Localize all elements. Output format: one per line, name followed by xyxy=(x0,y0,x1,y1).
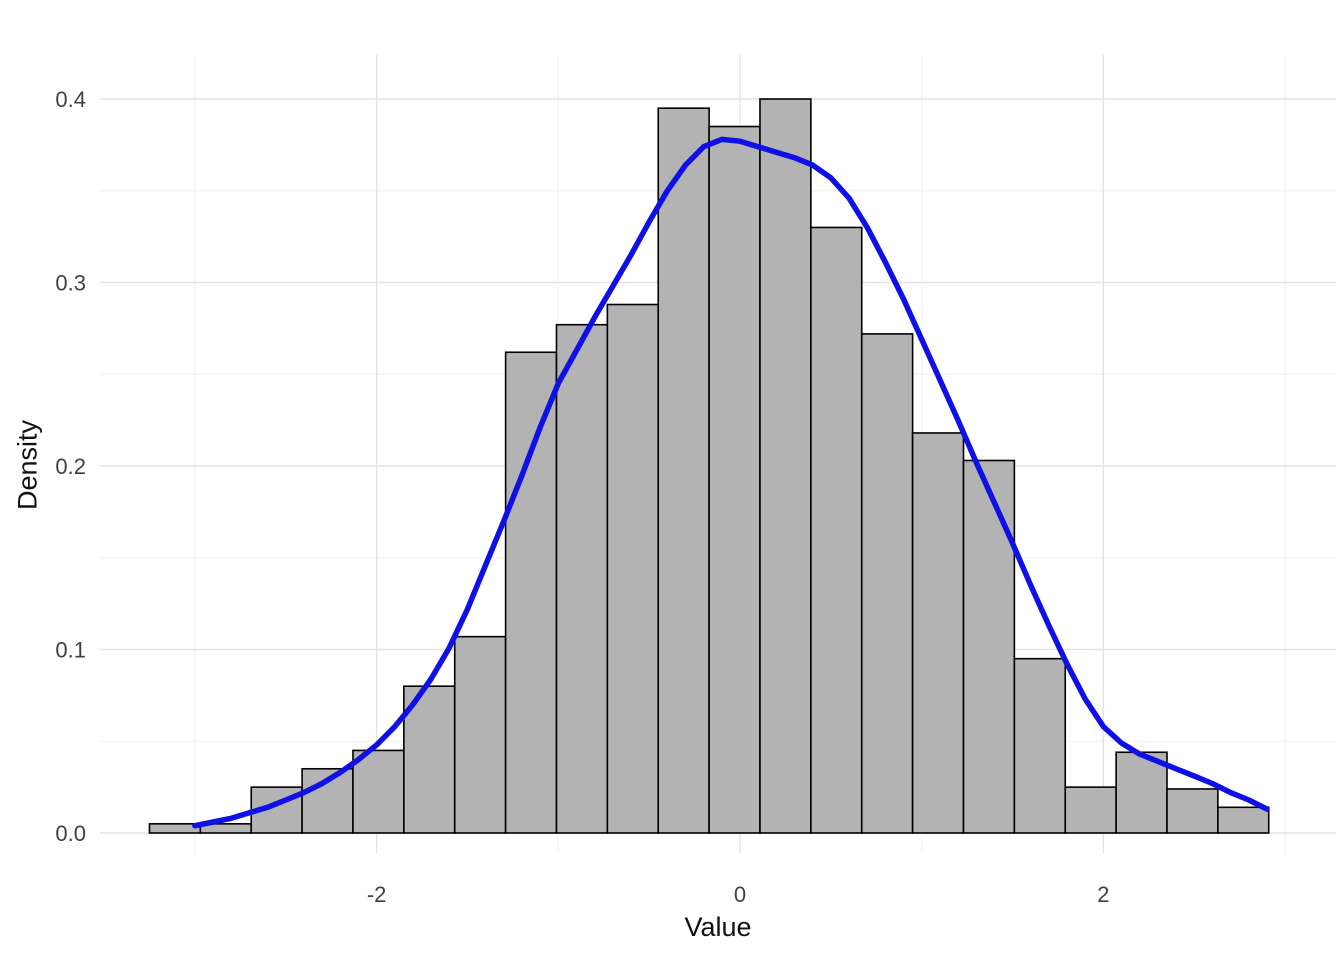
y-axis-title: Density xyxy=(12,419,43,511)
y-tick-label: 0.3 xyxy=(55,271,86,296)
y-tick-label: 0.0 xyxy=(55,821,86,846)
histogram-bar xyxy=(962,459,1016,834)
x-tick-label: 2 xyxy=(1097,882,1109,907)
histogram-bar xyxy=(1064,786,1117,834)
histogram-bar xyxy=(860,333,914,834)
y-tick-label: 0.1 xyxy=(55,638,86,663)
histogram-bar xyxy=(1166,788,1219,834)
histogram-bar xyxy=(810,226,863,834)
histogram-bar xyxy=(555,323,609,834)
histogram-bar xyxy=(657,107,710,834)
histogram-bar xyxy=(453,635,507,834)
x-axis-title: Value xyxy=(684,912,752,942)
histogram-bar xyxy=(1013,657,1067,834)
histogram-bar xyxy=(911,432,965,834)
x-tick-label: -2 xyxy=(367,882,387,907)
histogram-bar xyxy=(606,303,660,834)
histogram-bar xyxy=(504,351,558,834)
density-curve xyxy=(192,136,1270,829)
histogram-bar xyxy=(1217,806,1270,834)
histogram-bar xyxy=(403,685,456,834)
histogram-bar xyxy=(708,125,761,834)
histogram-bar xyxy=(759,98,812,834)
x-tick-label: 0 xyxy=(734,882,746,907)
histogram-bar xyxy=(352,749,405,834)
y-tick-label: 0.4 xyxy=(55,87,86,112)
y-tick-label: 0.2 xyxy=(55,454,86,479)
histogram-bar xyxy=(1115,751,1168,834)
